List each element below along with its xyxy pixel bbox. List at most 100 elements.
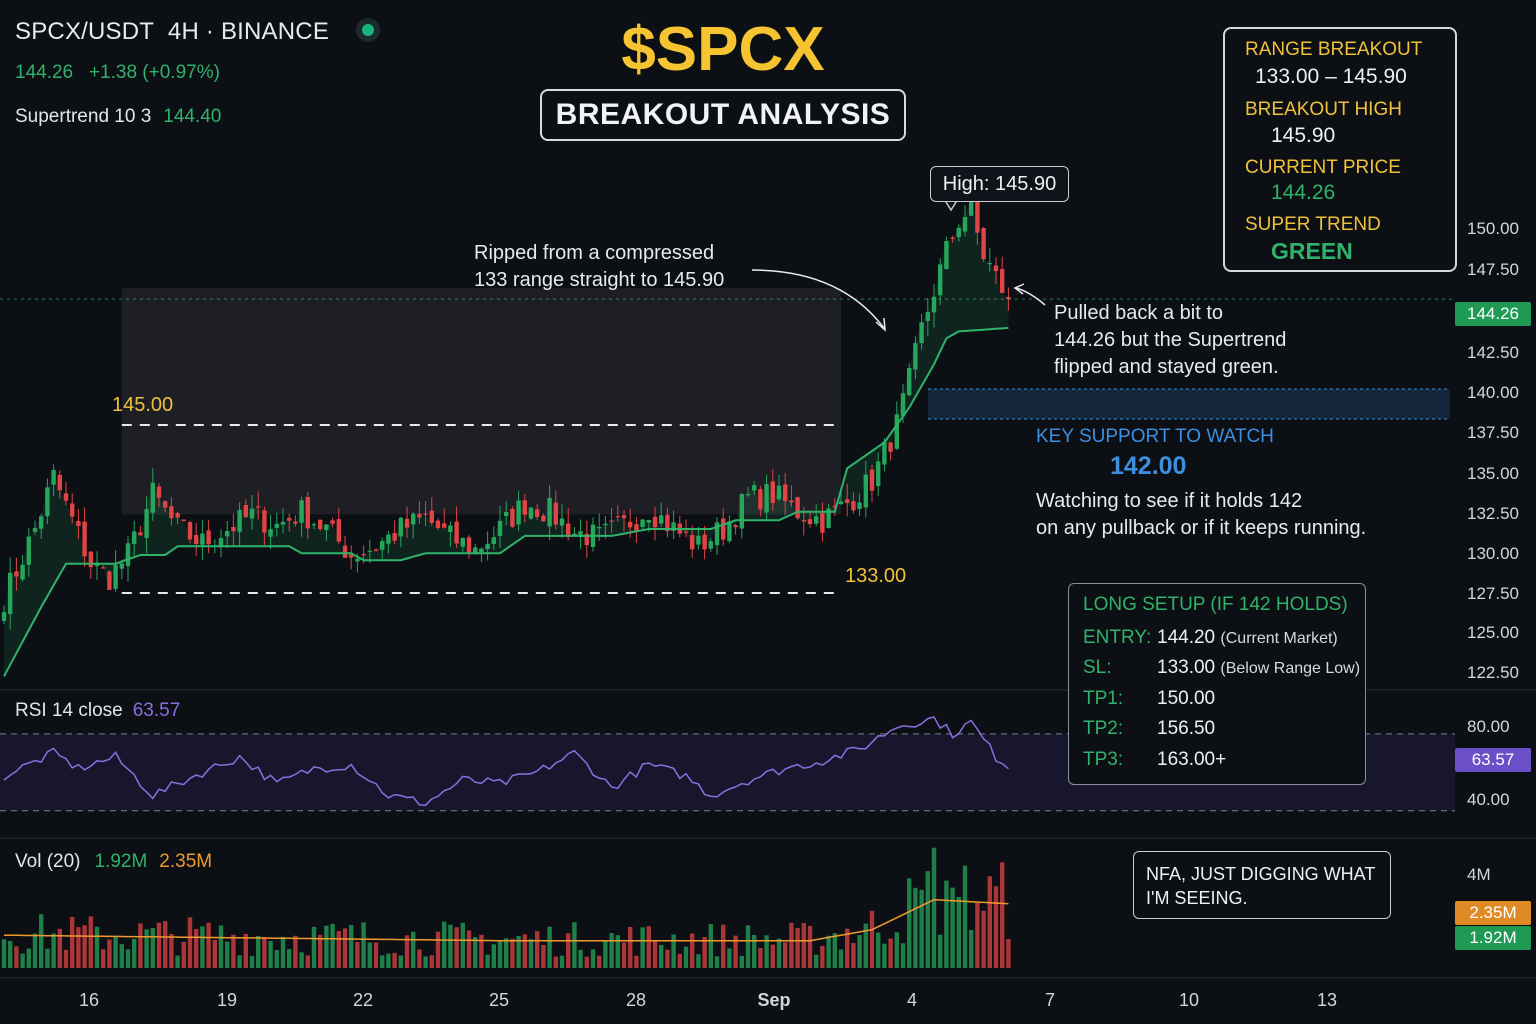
- candle: [119, 563, 124, 569]
- candle: [380, 541, 385, 550]
- candle: [113, 564, 118, 589]
- volume-bar: [553, 956, 558, 968]
- candle: [739, 494, 744, 529]
- candle: [652, 516, 658, 528]
- key-support-value: 142.00: [1110, 452, 1187, 480]
- volume-ma-tag: 2.35M: [1455, 901, 1531, 925]
- candle: [969, 197, 974, 216]
- volume-bar: [919, 889, 924, 968]
- candle: [20, 564, 25, 580]
- ripped-arrow-head: [875, 317, 886, 332]
- candle: [696, 535, 701, 545]
- supertrend-legend[interactable]: Supertrend 10 3 144.40: [15, 106, 221, 128]
- volume-bar: [516, 935, 521, 968]
- volume-bar: [435, 931, 441, 968]
- candle: [584, 533, 589, 546]
- y-tick: 140.00: [1467, 383, 1519, 402]
- volume-bar: [318, 934, 323, 968]
- candle: [665, 514, 670, 532]
- volume-bar: [448, 924, 453, 968]
- candle: [801, 520, 806, 522]
- volume-bar: [981, 910, 986, 968]
- candle: [268, 529, 273, 537]
- candle: [708, 541, 713, 549]
- volume-bar: [671, 934, 676, 968]
- volume-bar: [969, 930, 974, 968]
- rsi-legend[interactable]: RSI 14 close 63.57: [15, 700, 180, 722]
- volume-bar: [373, 942, 379, 968]
- volume-legend[interactable]: Vol (20) 1.92M 2.35M: [15, 851, 212, 873]
- volume-bar: [789, 922, 794, 968]
- setup-value-tp2: 156.50: [1157, 718, 1216, 739]
- volume-bar: [361, 922, 366, 968]
- watching-note-line2: on any pullback or if it keeps running.: [1036, 517, 1367, 539]
- candle: [938, 264, 943, 296]
- candle: [572, 533, 577, 536]
- candle: [26, 536, 31, 565]
- candle: [237, 509, 242, 532]
- candle: [876, 461, 881, 487]
- candle: [578, 531, 583, 538]
- volume-bar: [739, 955, 744, 968]
- candle: [411, 513, 416, 525]
- volume-bar: [485, 954, 490, 968]
- volume-bar: [94, 926, 100, 968]
- volume-bar: [640, 927, 645, 968]
- volume-bar: [764, 935, 769, 968]
- candle: [783, 484, 788, 502]
- candle: [950, 237, 955, 239]
- volume-bar: [342, 928, 348, 968]
- candle: [274, 523, 279, 528]
- x-tick: 13: [1316, 990, 1338, 1010]
- candle: [293, 521, 298, 524]
- high-callout: High: 145.90: [930, 166, 1069, 202]
- candle: [287, 517, 292, 521]
- candle: [1000, 268, 1005, 293]
- candle: [1006, 296, 1011, 300]
- candle: [764, 484, 769, 513]
- rsi-value-tag: 63.57: [1455, 748, 1531, 772]
- timeframe-label[interactable]: 4H: [167, 18, 199, 45]
- volume-bar: [851, 943, 856, 968]
- candle: [417, 513, 422, 518]
- volume-bar: [696, 954, 701, 968]
- candle: [194, 535, 199, 544]
- candle: [404, 518, 410, 528]
- volume-bar: [218, 925, 224, 968]
- volume-bar: [113, 937, 118, 968]
- volume-bar: [956, 896, 961, 968]
- volume-bar: [336, 931, 341, 968]
- candle: [609, 520, 614, 522]
- candle: [101, 567, 106, 569]
- candle: [894, 414, 899, 449]
- volume-bar: [857, 935, 862, 968]
- ripped-note-line2: 133 range straight to 145.90: [474, 269, 725, 291]
- volume-bar: [783, 942, 788, 968]
- volume-bar: [597, 955, 602, 968]
- candle: [907, 368, 912, 396]
- candle: [435, 520, 441, 528]
- setup-key-entry: ENTRY:: [1083, 627, 1152, 648]
- pulled-note-line2: 144.26 but the Supertrend: [1054, 329, 1287, 351]
- candle: [838, 501, 844, 505]
- summary-box: RANGE BREAKOUT 133.00 – 145.90 BREAKOUT …: [1223, 27, 1457, 272]
- candle: [82, 521, 87, 557]
- setup-key-tp3: TP3:: [1083, 749, 1124, 770]
- super-trend-value: GREEN: [1271, 238, 1353, 264]
- candle: [150, 482, 155, 513]
- volume-bar: [163, 921, 168, 968]
- candle: [510, 508, 515, 527]
- candle: [163, 501, 168, 508]
- volume-bar: [14, 946, 19, 968]
- candle: [398, 517, 403, 537]
- volume-bar: [714, 956, 720, 968]
- volume-bar: [491, 944, 496, 968]
- volume-bar: [473, 937, 478, 968]
- volume-bar: [572, 922, 577, 968]
- candles: [1, 180, 1011, 630]
- volume-bar: [665, 949, 670, 968]
- candle: [466, 537, 472, 554]
- range-box-fill: [121, 288, 842, 515]
- volume-bar: [417, 949, 422, 968]
- pulled-note-line1: Pulled back a bit to: [1054, 302, 1223, 324]
